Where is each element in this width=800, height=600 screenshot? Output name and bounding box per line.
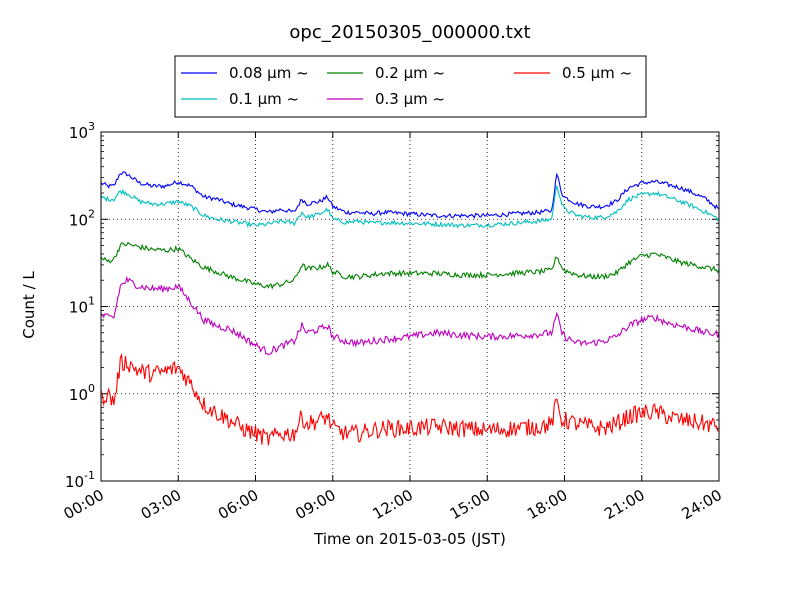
y-axis-label: Count / L	[20, 271, 38, 339]
x-tick-label: 09:00	[292, 486, 338, 523]
chart-title: opc_20150305_000000.txt	[289, 22, 530, 43]
series-line	[100, 171, 720, 219]
x-tick-label: 18:00	[524, 486, 570, 523]
legend-label: 0.3 μm ~	[375, 90, 445, 108]
plot-area: 00:00 03:00 06:00 09:00 12:00 15:00 18:00 21:00…	[61, 120, 725, 523]
y-tick-label: 10-1	[65, 469, 95, 491]
legend-box	[174, 55, 647, 118]
x-tick-label: 24:00	[679, 486, 725, 523]
series-line	[100, 275, 720, 356]
legend-label: 0.2 μm ~	[375, 64, 445, 82]
legend-label: 0.08 μm ~	[229, 64, 309, 82]
legend-label: 0.5 μm ~	[562, 64, 632, 82]
x-tick-label: 21:00	[601, 486, 647, 523]
legend: 0.08 μm ~ 0.1 μm ~ 0.2 μm ~ 0.3 μm ~ 0.5 μm …	[174, 55, 647, 118]
x-tick-label: 00:00	[61, 486, 107, 523]
x-tick-label: 15:00	[447, 486, 493, 523]
y-tick-label: 103	[69, 120, 95, 142]
series-line	[100, 241, 720, 290]
series-line	[100, 352, 720, 446]
axes-frame	[100, 131, 720, 482]
y-tick-label: 100	[69, 382, 95, 404]
y-tick-label: 102	[69, 207, 95, 229]
x-tick-label: 03:00	[138, 486, 184, 523]
x-tick-label: 06:00	[215, 486, 261, 523]
y-tick-label: 101	[69, 295, 95, 317]
x-tick-label: 12:00	[370, 486, 416, 523]
series-line	[100, 185, 720, 229]
x-axis-label: Time on 2015-03-05 (JST)	[313, 530, 506, 548]
legend-label: 0.1 μm ~	[229, 90, 299, 108]
